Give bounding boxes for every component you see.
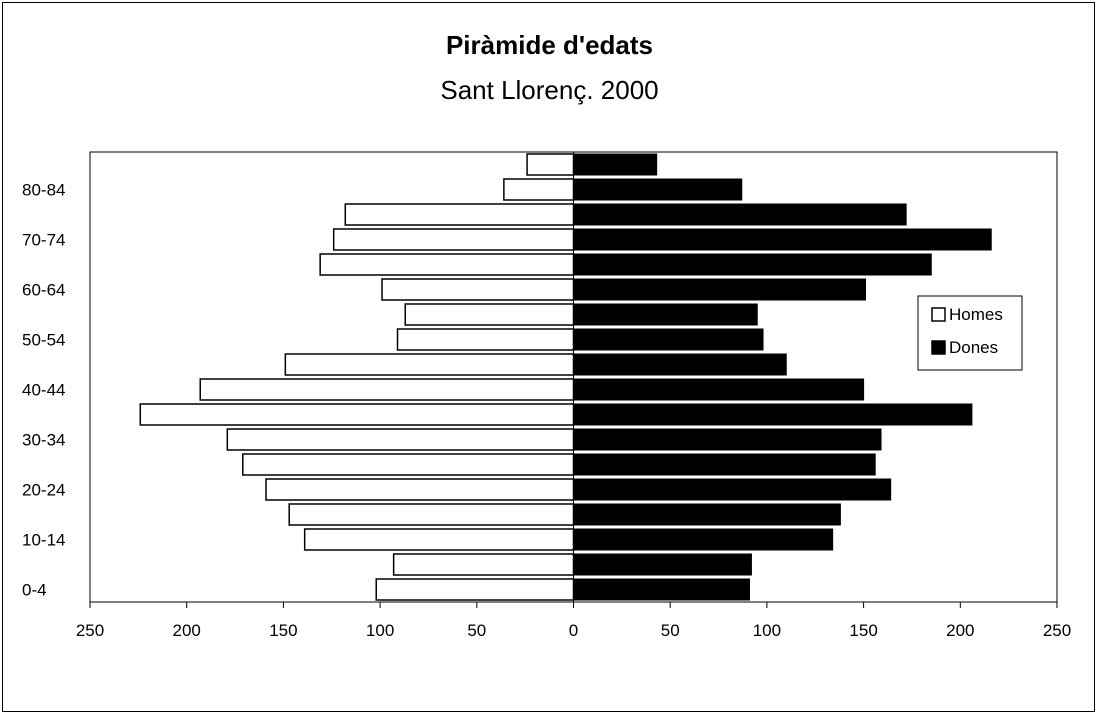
legend-swatch-dones — [931, 340, 946, 355]
chart-title: Piràmide d'edats — [445, 30, 654, 60]
bar-dones-0-4 — [573, 578, 750, 601]
bar-dones-15-19 — [573, 503, 841, 526]
bar-dones-35-39 — [573, 403, 973, 426]
bar-dones-55-59 — [573, 303, 758, 326]
bar-homes-15-19 — [288, 503, 575, 526]
x-tick-label: 250 — [1043, 621, 1071, 640]
x-tick-label: 0 — [569, 621, 578, 640]
x-tick-label: 100 — [753, 621, 781, 640]
bar-dones-70-74 — [573, 228, 992, 251]
legend-label-homes: Homes — [949, 305, 1003, 324]
bar-homes-85+ — [526, 153, 575, 176]
bar-homes-35-39 — [139, 403, 575, 426]
bar-dones-25-29 — [573, 453, 876, 476]
bar-homes-65-69 — [319, 253, 575, 276]
x-tick-label: 200 — [946, 621, 974, 640]
y-tick-label: 60-64 — [22, 281, 65, 300]
bar-dones-65-69 — [573, 253, 932, 276]
chart-subtitle: Sant Llorenç. 2000 — [440, 75, 659, 105]
bar-dones-30-34 — [573, 428, 882, 451]
x-tick-label: 50 — [467, 621, 486, 640]
bar-dones-10-14 — [573, 528, 834, 551]
bar-dones-75-79 — [573, 203, 907, 226]
bar-dones-50-54 — [573, 328, 764, 351]
bar-homes-60-64 — [381, 278, 575, 301]
y-tick-label: 50-54 — [22, 331, 65, 350]
y-tick-label: 80-84 — [22, 181, 65, 200]
bar-homes-40-44 — [199, 378, 575, 401]
bar-homes-55-59 — [404, 303, 575, 326]
ticks-group: 0-4 10-14 20-24 30-34 40-44 50-54 60-64 70-74 80… — [22, 152, 1071, 640]
x-tick-label: 150 — [269, 621, 297, 640]
y-tick-label: 40-44 — [22, 381, 65, 400]
bar-homes-0-4 — [375, 578, 575, 601]
bar-homes-30-34 — [226, 428, 575, 451]
x-tick-label: 50 — [661, 621, 680, 640]
bar-dones-80-84 — [573, 178, 743, 201]
x-tick-label: 100 — [366, 621, 394, 640]
bar-homes-5-9 — [392, 553, 575, 576]
legend-label-dones: Dones — [949, 338, 998, 357]
bar-homes-50-54 — [396, 328, 575, 351]
y-tick-label: 20-24 — [22, 481, 65, 500]
bar-homes-25-29 — [242, 453, 575, 476]
bar-dones-20-24 — [573, 478, 892, 501]
bar-homes-75-79 — [344, 203, 575, 226]
bar-homes-45-49 — [284, 353, 575, 376]
x-tick-label: 200 — [173, 621, 201, 640]
bar-homes-20-24 — [265, 478, 575, 501]
x-tick-label: 250 — [76, 621, 104, 640]
bar-dones-85+ — [573, 153, 658, 176]
y-tick-label: 70-74 — [22, 231, 65, 250]
bar-homes-70-74 — [332, 228, 575, 251]
bar-dones-60-64 — [573, 278, 867, 301]
bar-dones-5-9 — [573, 553, 752, 576]
bar-dones-45-49 — [573, 353, 787, 376]
y-tick-label: 10-14 — [22, 531, 65, 550]
x-tick-label: 150 — [849, 621, 877, 640]
legend: Homes Dones — [917, 295, 1023, 371]
bar-dones-40-44 — [573, 378, 865, 401]
bar-homes-80-84 — [503, 178, 575, 201]
y-tick-label: 30-34 — [22, 431, 65, 450]
bar-homes-10-14 — [303, 528, 575, 551]
y-tick-label: 0-4 — [22, 581, 47, 600]
legend-swatch-homes — [931, 307, 946, 322]
